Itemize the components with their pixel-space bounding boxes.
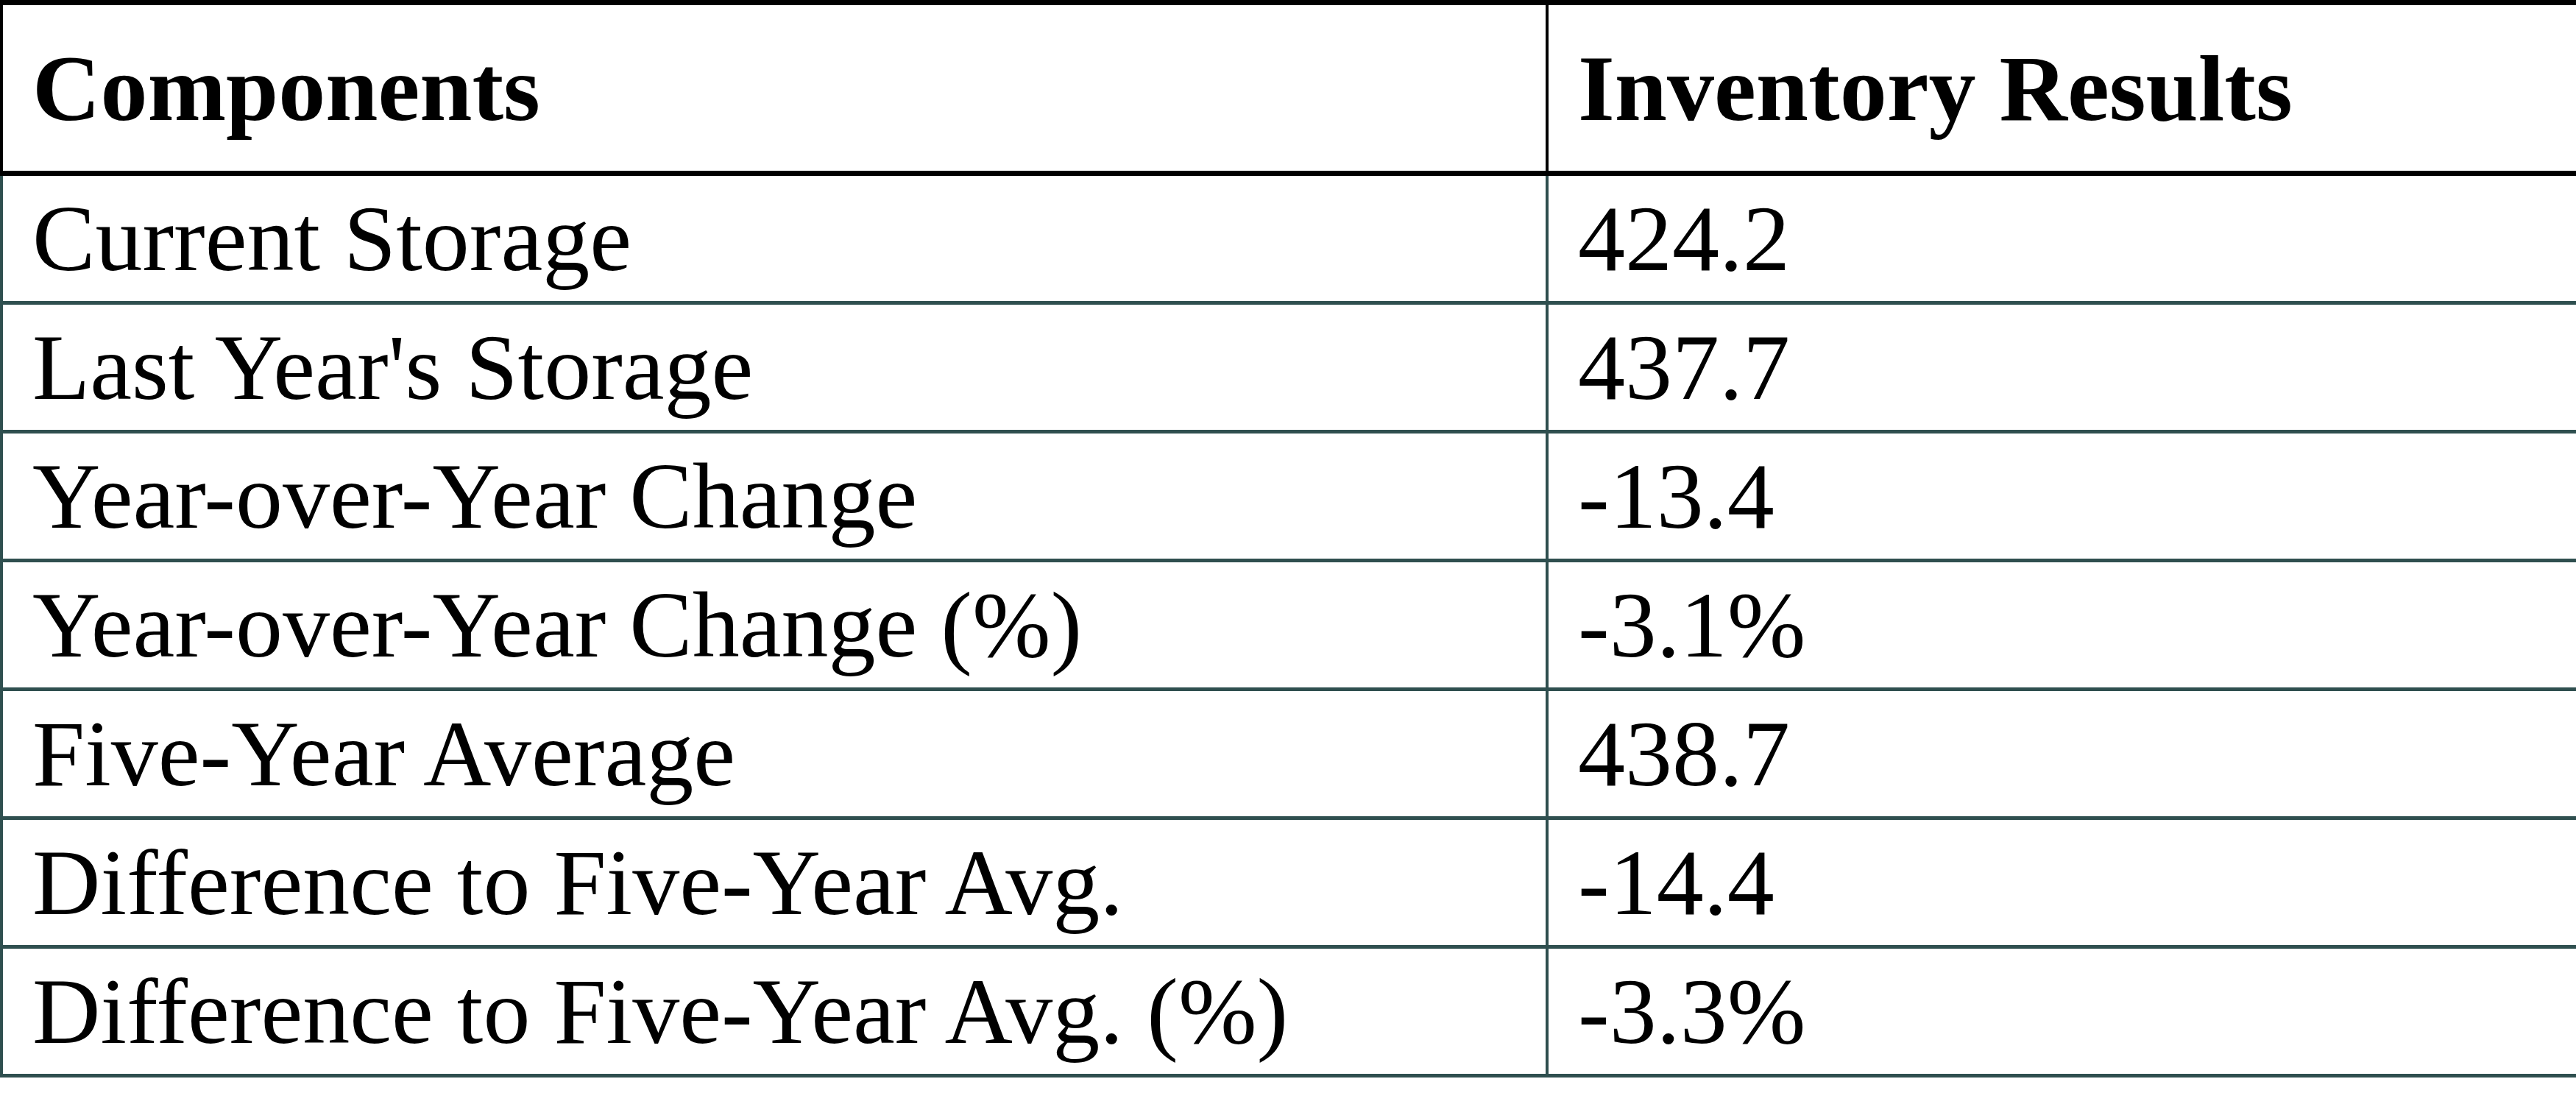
inventory-results-table: Components Inventory Results Current Sto… xyxy=(0,0,2576,1078)
row-label-cell: Current Storage xyxy=(1,174,1547,303)
table-row: Year-over-Year Change -13.4 xyxy=(1,432,2576,561)
row-label-cell: Difference to Five-Year Avg. xyxy=(1,818,1547,947)
table-row: Difference to Five-Year Avg. -14.4 xyxy=(1,818,2576,947)
row-value-cell: -13.4 xyxy=(1547,432,2576,561)
header-cell-components: Components xyxy=(1,3,1547,174)
table-row: Last Year's Storage 437.7 xyxy=(1,303,2576,432)
row-value-cell: -14.4 xyxy=(1547,818,2576,947)
row-value-cell: -3.3% xyxy=(1547,947,2576,1076)
table-row: Year-over-Year Change (%) -3.1% xyxy=(1,561,2576,690)
row-value-cell: -3.1% xyxy=(1547,561,2576,690)
row-label-cell: Difference to Five-Year Avg. (%) xyxy=(1,947,1547,1076)
row-value-cell: 438.7 xyxy=(1547,690,2576,818)
table-row: Current Storage 424.2 xyxy=(1,174,2576,303)
row-label-cell: Five-Year Average xyxy=(1,690,1547,818)
row-label-cell: Year-over-Year Change xyxy=(1,432,1547,561)
table-row: Five-Year Average 438.7 xyxy=(1,690,2576,818)
table-row: Difference to Five-Year Avg. (%) -3.3% xyxy=(1,947,2576,1076)
row-value-cell: 424.2 xyxy=(1547,174,2576,303)
row-label-cell: Last Year's Storage xyxy=(1,303,1547,432)
row-label-cell: Year-over-Year Change (%) xyxy=(1,561,1547,690)
row-value-cell: 437.7 xyxy=(1547,303,2576,432)
header-row: Components Inventory Results xyxy=(1,3,2576,174)
header-cell-inventory-results: Inventory Results xyxy=(1547,3,2576,174)
